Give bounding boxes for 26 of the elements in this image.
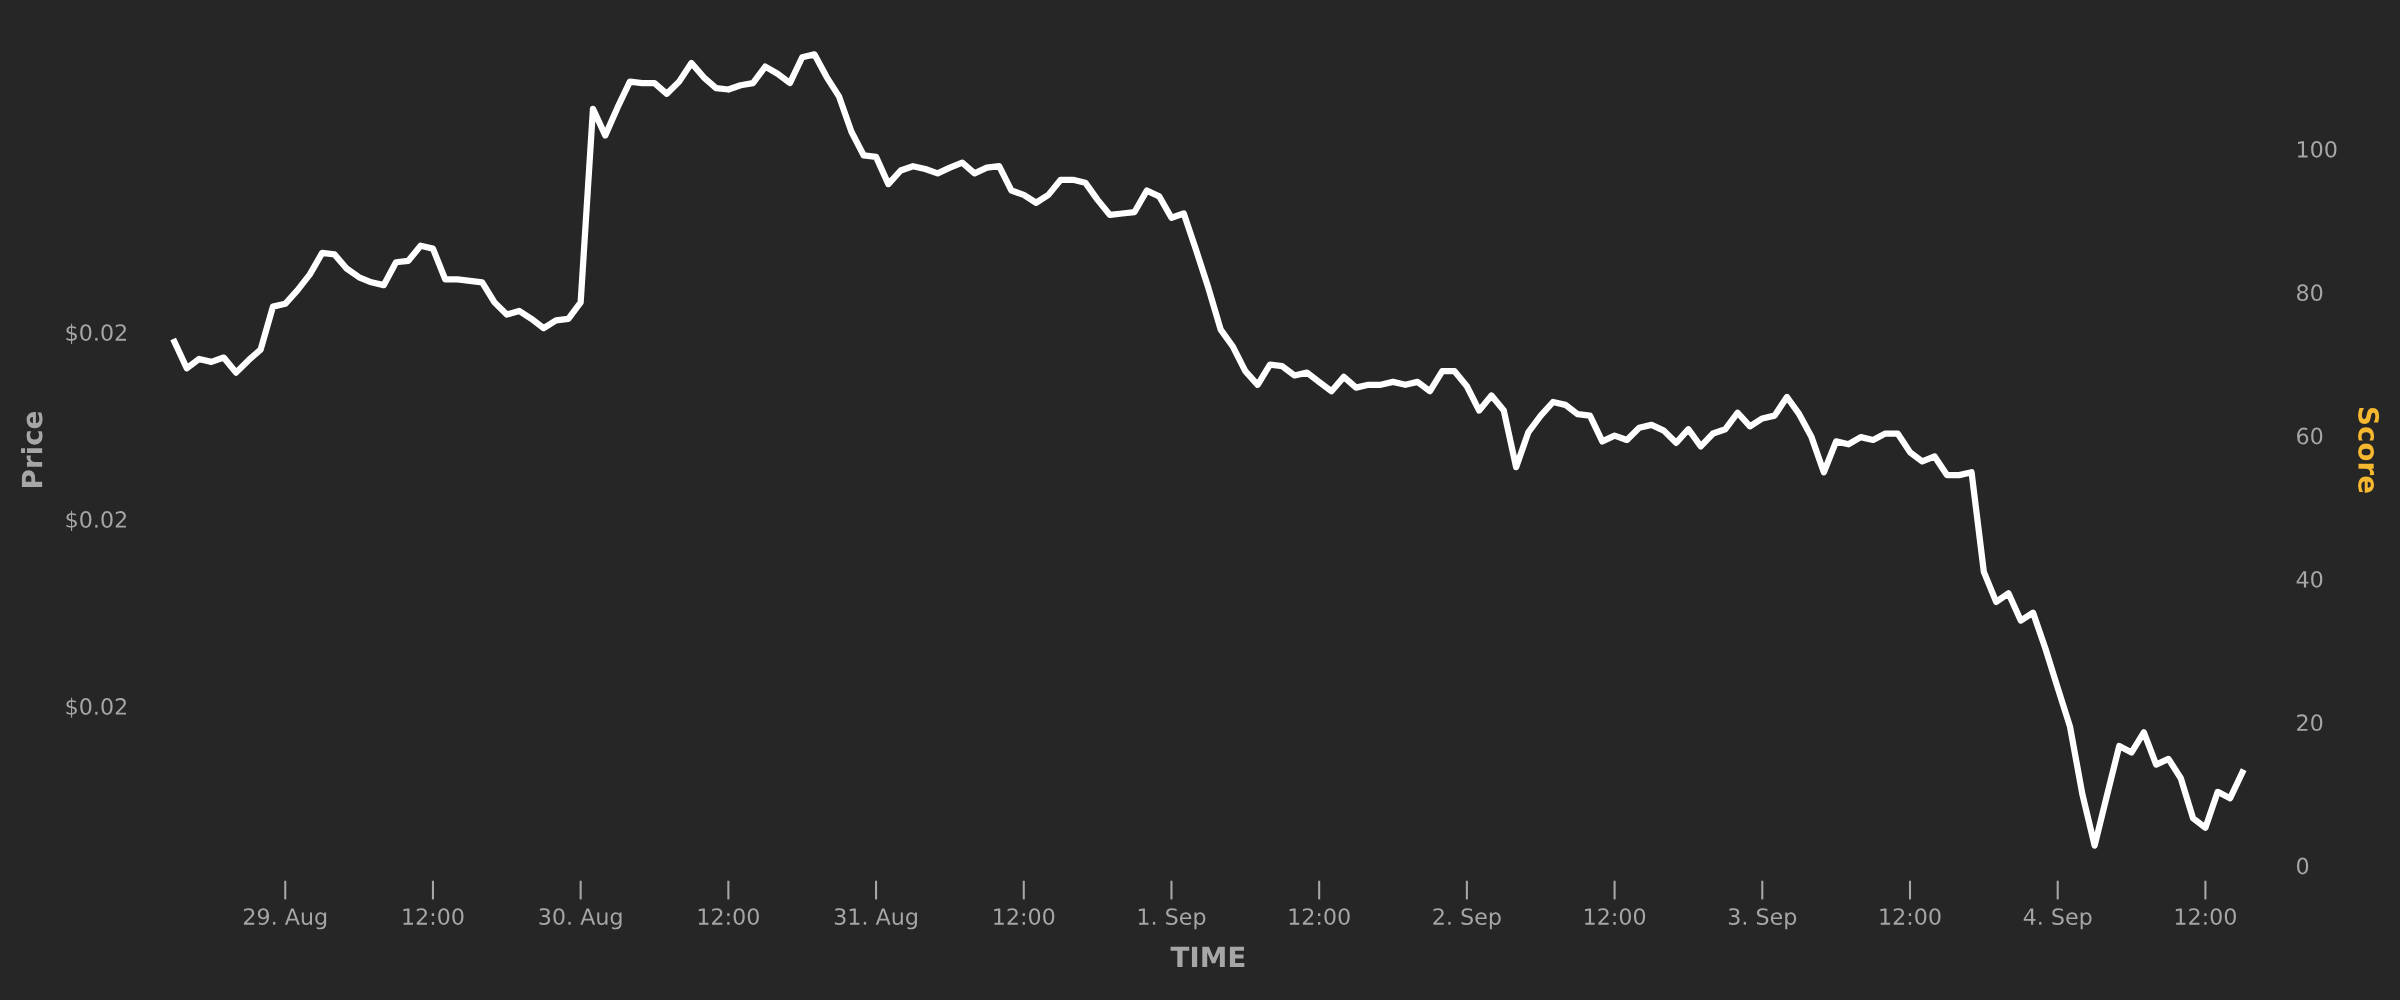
x-tick-label: 12:00 bbox=[403, 908, 464, 925]
x-tick-label: 29. Aug bbox=[243, 908, 327, 930]
x-tick-label: 12:00 bbox=[1880, 908, 1941, 925]
y-axis-title: Price bbox=[21, 411, 43, 487]
x-tick-label: 31. Aug bbox=[834, 908, 917, 930]
x-tick-label: 12:00 bbox=[698, 908, 759, 925]
y2-tick-label: 0 bbox=[2296, 857, 2309, 875]
x-tick-label: 12:00 bbox=[994, 908, 1055, 925]
x-tick-label: 1. Sep bbox=[1138, 908, 1206, 930]
y2-tick-label: 20 bbox=[2297, 714, 2323, 732]
y2-tick-label: 40 bbox=[2296, 570, 2323, 588]
x-tick-label: 12:00 bbox=[2175, 908, 2236, 925]
y-tick-label: $0.02 bbox=[66, 323, 126, 344]
y-tick-label: $0.02 bbox=[66, 697, 126, 718]
x-tick-label: 30. Aug bbox=[539, 908, 622, 930]
y2-tick-label: 80 bbox=[2297, 284, 2323, 302]
y2-tick-label: 100 bbox=[2297, 140, 2337, 158]
x-tick-label: 12:00 bbox=[1289, 908, 1350, 925]
x-axis-title: TIME bbox=[1170, 946, 1245, 968]
x-tick-label: 2. Sep bbox=[1433, 908, 1501, 930]
x-tick-label: 4. Sep bbox=[2023, 908, 2092, 930]
x-tick-label: 3. Sep bbox=[1728, 908, 1797, 930]
y2-tick-label: 60 bbox=[2297, 427, 2323, 445]
y2-axis-title: Score bbox=[2358, 407, 2380, 493]
x-tick-label: 12:00 bbox=[1585, 908, 1646, 925]
y-tick-label: $0.02 bbox=[66, 510, 126, 531]
